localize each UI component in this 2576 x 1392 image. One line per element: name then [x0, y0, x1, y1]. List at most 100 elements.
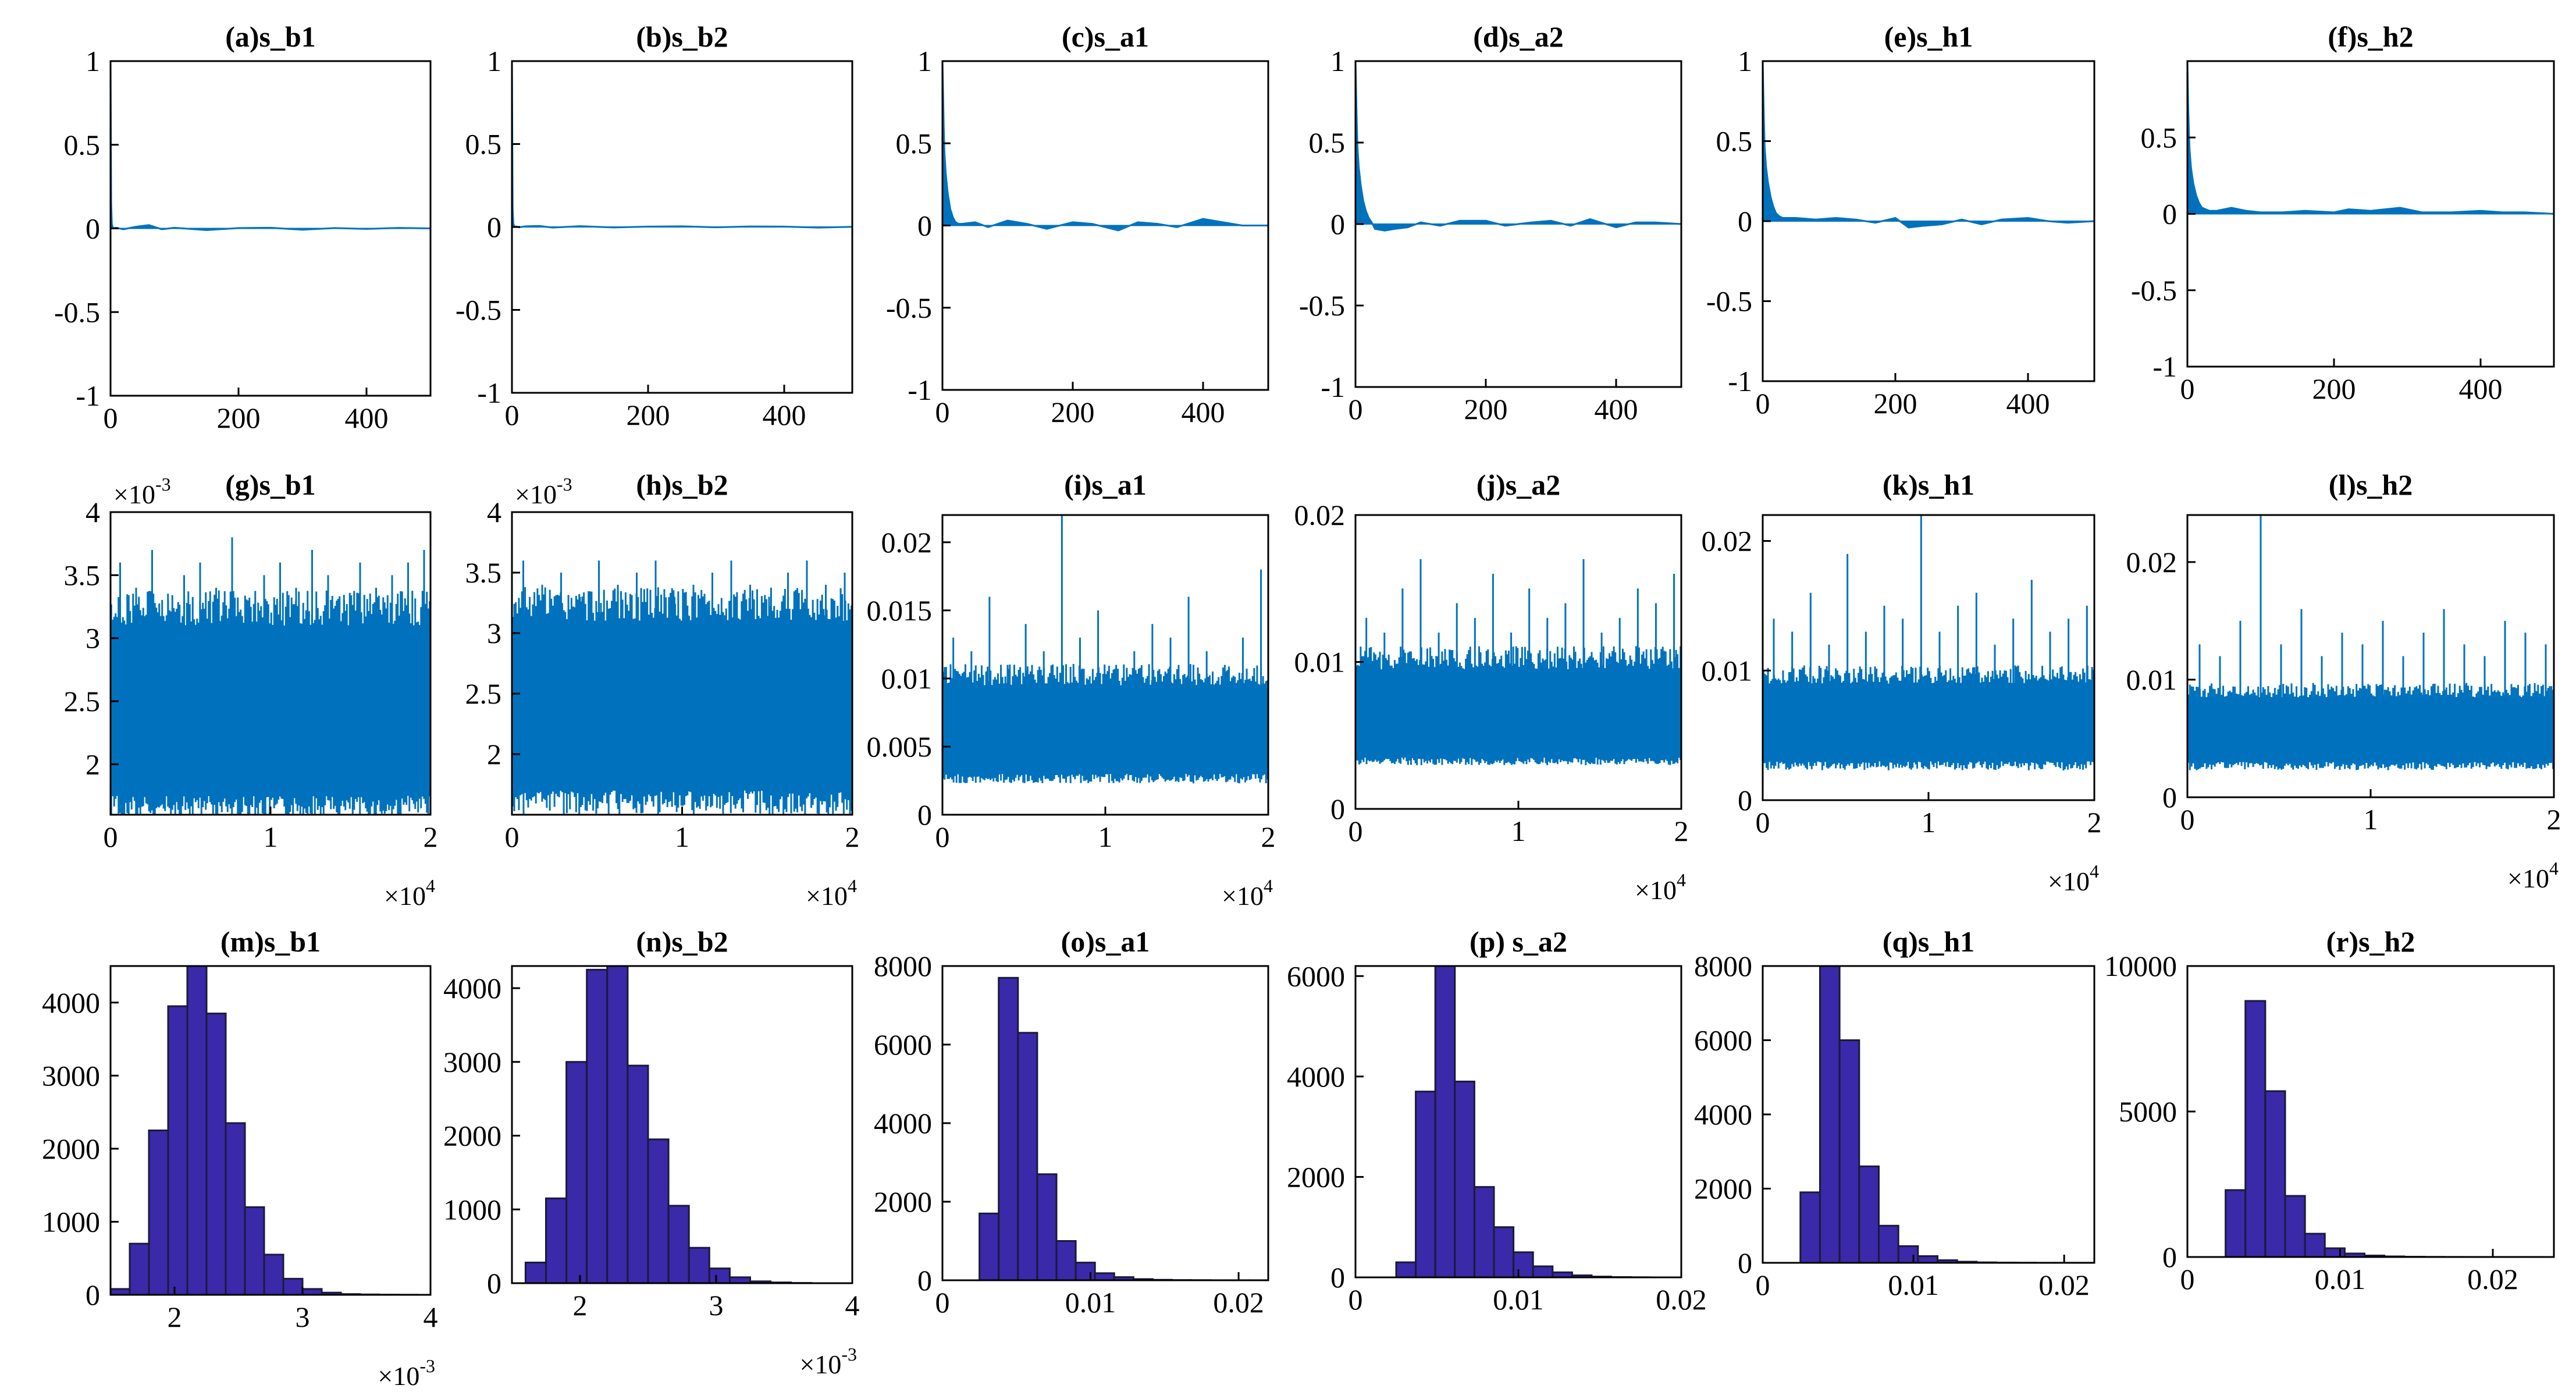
y-tick-label: 4000	[1694, 1098, 1752, 1131]
plot-area	[1395, 966, 1652, 1277]
y-tick-label: 4000	[42, 986, 100, 1019]
x-multiplier-label: ×104	[1222, 875, 1273, 911]
histogram-bar	[1473, 1186, 1495, 1277]
panel-ms-b1: (m)s_b1 2 3 4 ×10-3 4000 3000 2000 1000 0	[42, 925, 438, 1391]
y-tick-label: 0.02	[2126, 546, 2177, 578]
histogram-bar	[205, 1013, 227, 1295]
x-tick-label: 200	[217, 402, 261, 434]
x-tick-label: 200	[1464, 393, 1508, 425]
x-tick-label: 400	[1182, 396, 1225, 428]
plot-area	[2187, 515, 2554, 770]
y-tick-label: 3	[86, 622, 100, 655]
y-tick-label: 0.5	[1309, 126, 1346, 159]
x-tick-label: 0	[2180, 803, 2195, 836]
y-tick-label: 4	[86, 496, 100, 528]
x-tick-label: 0.02	[2467, 1263, 2518, 1295]
y-tick-label: 1	[487, 45, 501, 77]
x-tick-label: 400	[763, 399, 806, 431]
y-tick-label: 3000	[443, 1046, 501, 1078]
y-tick-label: 0.02	[1294, 499, 1346, 531]
histogram-bar	[263, 1253, 284, 1295]
histogram-bar	[667, 1205, 690, 1283]
x-tick-label: 4	[845, 1289, 860, 1322]
y-tick-label: -1	[908, 374, 932, 406]
x-tick-label: 0.01	[1493, 1283, 1544, 1316]
histogram-bar	[1799, 1191, 1821, 1263]
y-tick-label: 4000	[443, 972, 501, 1004]
x-tick-label: 0.01	[1065, 1286, 1116, 1319]
histogram-bar	[1074, 1262, 1096, 1280]
y-tick-label: 2	[86, 748, 100, 780]
y-tick-label: 0	[2162, 781, 2177, 814]
acf-fill	[1763, 61, 2094, 229]
histogram-bar	[2284, 1195, 2306, 1257]
y-tick-label: 2000	[1694, 1173, 1752, 1205]
y-tick-label: 0	[2162, 198, 2177, 230]
panel-title: (l)s_h2	[2329, 468, 2413, 501]
panel-hs-b2: (h)s_b2 0 1 2 ×104 4 3.5 3 2.5 2 ×10-3	[465, 468, 860, 911]
histogram-bar	[2244, 1000, 2267, 1257]
plot-area	[512, 61, 852, 229]
x-tick-label: 0.02	[2038, 1269, 2090, 1301]
y-multiplier-label: ×10-3	[515, 474, 572, 509]
y-tick-label: 0.5	[64, 129, 101, 161]
y-tick-label: 1	[1738, 45, 1752, 77]
panel-ks-h1: (k)s_h1 0 1 2 ×104 0.02 0.01 0	[1702, 468, 2102, 896]
y-tick-label: 4000	[1287, 1060, 1345, 1093]
y-tick-label: 8000	[1694, 950, 1752, 982]
x-tick-label: 0	[1349, 815, 1363, 847]
histogram-bar	[647, 1138, 670, 1283]
plot-area	[512, 560, 852, 815]
y-tick-label: 0	[1738, 1247, 1752, 1279]
plot-area	[1763, 61, 2094, 229]
y-tick-label: -0.5	[2131, 274, 2177, 307]
y-tick-label: 5000	[2119, 1095, 2177, 1128]
y-tick-label: 3	[487, 617, 501, 649]
x-tick-label: 0	[1756, 1269, 1770, 1301]
histogram-bar	[688, 1247, 710, 1283]
y-tick-label: 2	[487, 738, 501, 770]
x-tick-label: 200	[627, 399, 670, 431]
y-tick-label: 0.5	[896, 127, 933, 159]
panel-qs-h1: (q)s_h1 0 0.01 0.02 8000 6000 4000 2000 0	[1694, 925, 2095, 1301]
acf-series-line	[942, 61, 1268, 232]
x-tick-label: 0	[935, 821, 950, 853]
y-tick-label: 0.02	[1702, 525, 1753, 557]
x-tick-label: 400	[2006, 387, 2050, 420]
histogram-bar	[627, 1064, 649, 1283]
histogram-bar	[2264, 1090, 2286, 1257]
y-tick-label: 4000	[874, 1107, 932, 1139]
x-multiplier-label: ×10-3	[799, 1344, 857, 1379]
x-tick-label: 0	[505, 821, 520, 853]
panel-bs-b2: (b)s_b2 0 200 400 1 0.5 0 -0.5 -1	[456, 20, 853, 431]
panel-title: (g)s_b1	[225, 468, 316, 501]
y-tick-label: -0.5	[1299, 289, 1345, 322]
x-multiplier-label: ×104	[806, 875, 857, 911]
x-tick-label: 1	[675, 821, 689, 853]
histogram-bar	[2225, 1189, 2247, 1257]
histogram-bar	[111, 1288, 131, 1295]
y-tick-label: 10000	[2104, 950, 2177, 982]
panel-ns-b2: (n)s_b2 2 3 4 ×10-3 4000 3000 2000 1000 0	[443, 925, 860, 1379]
panel-title: (q)s_h1	[1883, 925, 1974, 958]
histogram-bar	[1493, 1226, 1515, 1277]
y-tick-label: 0	[917, 1264, 932, 1297]
histogram-bar	[586, 968, 609, 1283]
panel-title: (d)s_a2	[1473, 20, 1564, 53]
y-tick-label: 0	[917, 209, 932, 242]
plot-area	[111, 966, 419, 1295]
histogram-bar	[1036, 1173, 1058, 1280]
y-tick-label: 2.5	[64, 685, 101, 718]
x-tick-label: 0	[1349, 1283, 1363, 1316]
x-tick-label: 0	[935, 1286, 950, 1319]
acf-series-line	[111, 61, 430, 231]
x-tick-label: 2	[2087, 806, 2102, 839]
panel-as-b1: (a)s_b1 0 200 400 1 0.5 0 -0.5 -1	[54, 20, 432, 434]
panel-js-a2: (j)s_a2 0 1 2 ×104 0.02 0.01 0	[1294, 468, 1689, 905]
y-tick-label: 1	[86, 45, 100, 77]
y-tick-label: 0	[1330, 1261, 1345, 1294]
acf-series-line	[1763, 61, 2094, 229]
histogram-bar	[167, 1005, 188, 1295]
panel-title: (r)s_h2	[2326, 925, 2415, 958]
